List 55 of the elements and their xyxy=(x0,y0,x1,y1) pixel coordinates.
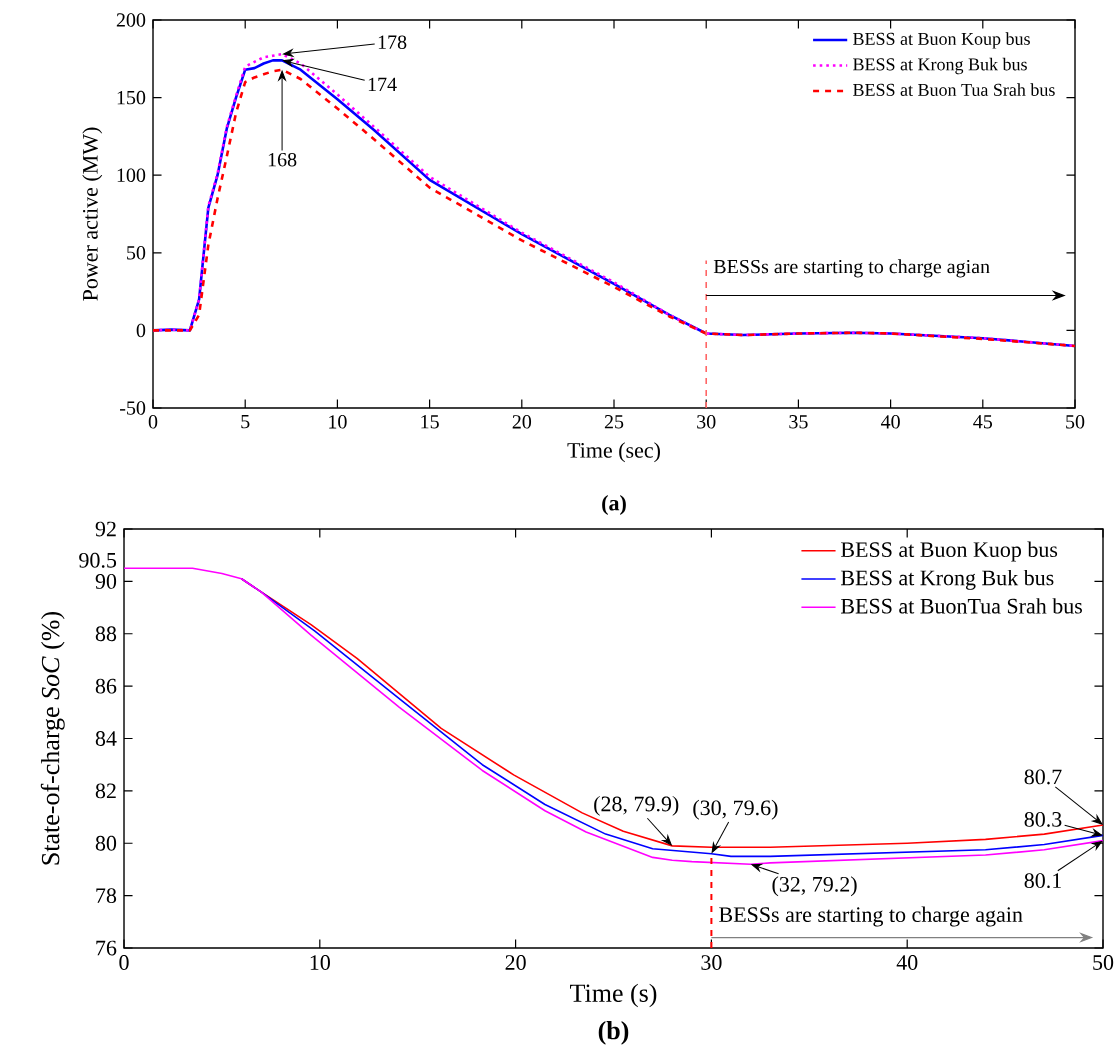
annotation: 174 xyxy=(368,77,397,91)
x-tick-label: 10 xyxy=(310,955,330,970)
y-tick-label: 92 xyxy=(95,521,116,537)
annotation: (30, 79.6) xyxy=(693,799,778,820)
x-tick-label: 20 xyxy=(512,415,532,429)
y-tick-label: 82 xyxy=(95,783,116,799)
y-axis-title: State-of-charge SoC (%) xyxy=(40,611,65,865)
y-tick-label: -50 xyxy=(120,401,146,415)
y-axis-title: Power active (MW) xyxy=(82,127,103,301)
legend-label: BESS at Buon Kuop bus xyxy=(840,541,1058,562)
y-tick-label: 86 xyxy=(95,678,117,694)
x-axis-title: Time (sec) xyxy=(567,442,660,463)
legend-label: BESS at Buon Koup bus xyxy=(853,32,1030,49)
y-tick-label: 84 xyxy=(95,731,117,746)
y-tick-label: 100 xyxy=(117,168,146,182)
annotation: 168 xyxy=(268,152,297,167)
x-tick-label: 50 xyxy=(1066,415,1085,429)
y-tick-label: 80 xyxy=(95,835,117,851)
x-tick-label: 35 xyxy=(789,415,808,429)
x-tick-label: 10 xyxy=(329,415,347,429)
annotation: 80.1 xyxy=(1024,873,1061,889)
text: (a) xyxy=(602,495,626,516)
x-tick-label: 25 xyxy=(604,415,624,429)
annotation: 80.7 xyxy=(1024,769,1062,785)
annotation: (28, 79.9) xyxy=(594,795,679,816)
y-tick-label: 78 xyxy=(96,888,117,904)
legend-label: BESS at Krong Buk bus xyxy=(853,57,1027,75)
x-tick-label: 0 xyxy=(148,415,158,429)
x-tick-label: 40 xyxy=(880,415,900,429)
x-tick-label: 30 xyxy=(697,415,716,429)
x-tick-label: 20 xyxy=(505,955,526,970)
legend-label: BESS at Krong Buk bus xyxy=(840,569,1054,590)
x-tick-label: 15 xyxy=(421,415,439,429)
annotation: 178 xyxy=(378,35,407,49)
x-tick-label: 30 xyxy=(701,955,722,970)
y-tick-label: 200 xyxy=(116,13,146,27)
y-tick-label: 90.5 xyxy=(79,552,117,568)
y-tick-label: 88 xyxy=(95,626,117,642)
ref-line-label: BESSs are starting to charge again xyxy=(719,906,1023,927)
text: (b) xyxy=(598,1021,629,1045)
x-tick-label: 5 xyxy=(241,415,250,429)
x-tick-label: 40 xyxy=(896,955,918,970)
x-tick-label: 45 xyxy=(973,415,993,429)
ref-line-label: BESSs are starting to charge agian xyxy=(713,259,990,278)
annotation: (32, 79.2) xyxy=(772,876,857,897)
x-axis-title: Time (s) xyxy=(570,983,657,1008)
y-tick-label: 0 xyxy=(136,323,146,338)
x-tick-label: 50 xyxy=(1093,955,1114,970)
legend-label: BESS at BuonTua Srah bus xyxy=(840,598,1082,614)
y-tick-label: 76 xyxy=(96,940,117,956)
annotation: 80.3 xyxy=(1024,811,1062,827)
legend-label: BESS at Buon Tua Srah bus xyxy=(853,83,1055,96)
y-tick-label: 50 xyxy=(127,246,146,260)
y-tick-label: 150 xyxy=(117,90,146,105)
y-tick-label: 90 xyxy=(95,573,117,589)
